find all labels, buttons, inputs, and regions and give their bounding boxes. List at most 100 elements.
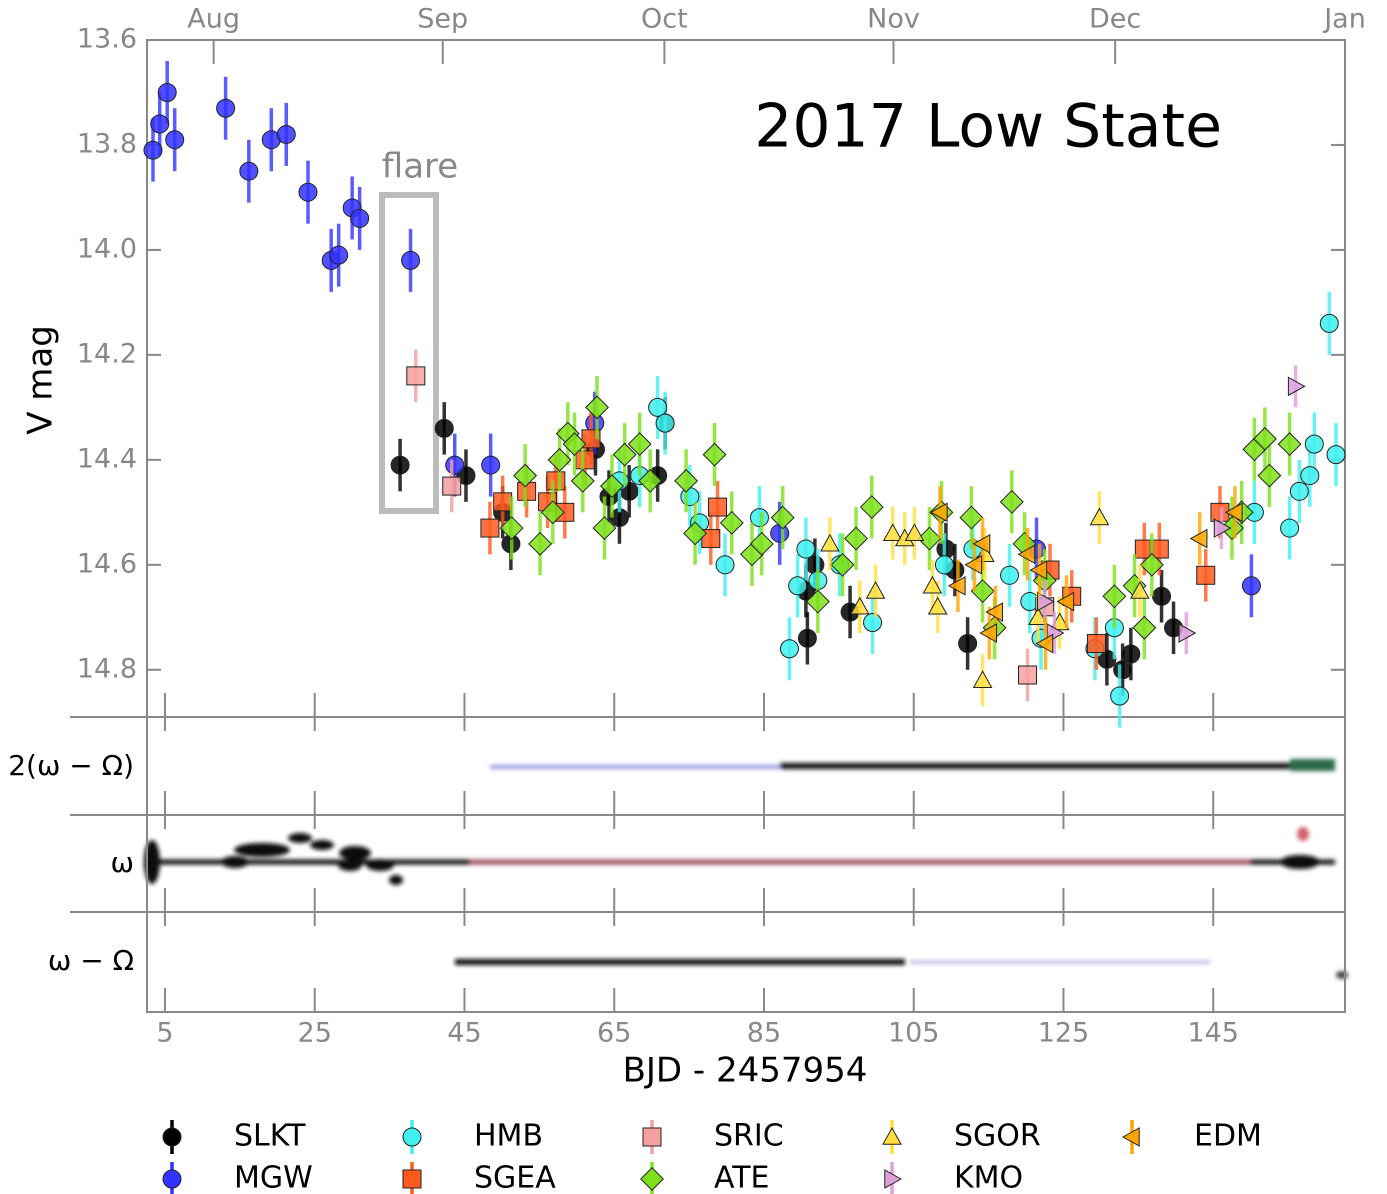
data-point: [749, 531, 774, 556]
data-point: [638, 468, 663, 493]
legend-label: EDM: [1194, 1119, 1262, 1154]
legend-label: SGOR: [954, 1119, 1041, 1154]
data-point: [1304, 434, 1324, 454]
data-point: [513, 463, 538, 488]
data-point: [276, 124, 296, 144]
data-point: [1089, 507, 1110, 526]
data-point: [1277, 432, 1302, 457]
data-point: [1113, 660, 1133, 680]
legend-marker: [402, 1127, 422, 1147]
top-tick-label: Nov: [867, 4, 920, 35]
x-tick-label: 65: [597, 1018, 631, 1049]
panel-label: ω − Ω: [48, 944, 134, 977]
data-point: [350, 208, 370, 228]
legend-marker: [642, 1127, 662, 1147]
top-tick-label: Sep: [417, 4, 468, 35]
legend-marker: [162, 1127, 182, 1147]
data-point: [585, 395, 609, 420]
data-point: [1241, 576, 1261, 596]
legend-label: SGEA: [474, 1161, 556, 1194]
x-tick-label: 125: [1038, 1018, 1090, 1049]
flare-box: [379, 192, 439, 514]
x-axis-label: BJD - 2457954: [623, 1051, 868, 1091]
data-point: [770, 523, 790, 543]
legend-label: MGW: [234, 1161, 313, 1194]
data-point: [964, 554, 983, 575]
chart-title: 2017 Low State: [754, 92, 1222, 162]
y-tick-label: 13.8: [77, 128, 137, 159]
data-point: [904, 523, 925, 542]
data-point: [683, 521, 708, 546]
data-point: [445, 455, 465, 475]
legend-marker: [402, 1169, 422, 1189]
data-point: [1178, 623, 1197, 643]
data-point: [1017, 544, 1036, 565]
data-point: [859, 495, 884, 520]
x-tick-label: 105: [888, 1018, 940, 1049]
data-point: [1213, 518, 1232, 538]
top-tick-label: Oct: [641, 4, 688, 35]
data-point: [1287, 376, 1306, 397]
data-point: [985, 602, 1004, 622]
data-point: [708, 497, 728, 517]
data-point: [1196, 565, 1216, 585]
data-point: [143, 140, 163, 160]
data-point: [929, 502, 948, 523]
data-point: [1257, 463, 1282, 488]
y-tick-label: 14.2: [77, 338, 137, 369]
data-point: [546, 471, 566, 491]
data-point: [1110, 686, 1130, 706]
data-point: [627, 432, 652, 457]
y-tick-label: 14.4: [77, 443, 137, 474]
panel-label: ω: [111, 846, 134, 879]
top-tick-label: Dec: [1089, 4, 1141, 35]
data-point: [979, 623, 998, 643]
data-point: [674, 468, 699, 493]
data-point: [849, 596, 870, 615]
data-point: [830, 552, 855, 577]
series: [820, 491, 1150, 707]
data-point: [298, 182, 318, 202]
legend-marker: [640, 1167, 664, 1191]
data-point: [934, 555, 954, 575]
legend-label: ATE: [714, 1161, 769, 1194]
annotation: flare: [382, 147, 458, 187]
data-point: [770, 505, 795, 530]
data-point: [882, 523, 903, 542]
y-tick-label: 14.6: [77, 548, 137, 579]
legend-label: SRIC: [714, 1119, 784, 1154]
data-point: [865, 581, 886, 599]
data-point: [150, 114, 170, 134]
data-point: [1152, 586, 1172, 606]
data-point: [927, 596, 948, 615]
data-point: [1102, 584, 1127, 609]
data-point: [612, 442, 637, 467]
data-point: [165, 130, 185, 150]
data-point: [216, 98, 236, 118]
x-tick-label: 85: [747, 1018, 781, 1049]
data-point: [1132, 615, 1157, 640]
y-tick-label: 13.6: [77, 24, 137, 55]
data-point: [442, 476, 462, 496]
data-point: [715, 555, 735, 575]
x-tick-label: 145: [1187, 1018, 1239, 1049]
data-point: [1028, 607, 1048, 625]
data-point: [600, 474, 624, 499]
data-point: [592, 516, 617, 541]
data-point: [719, 510, 744, 535]
data-point: [1139, 552, 1164, 577]
data-point: [972, 533, 991, 554]
data-point: [575, 450, 595, 470]
data-point: [401, 250, 421, 270]
data-point: [528, 531, 553, 556]
data-point: [1029, 560, 1048, 580]
data-point: [1056, 591, 1075, 612]
data-point: [655, 413, 675, 433]
data-point: [570, 468, 595, 493]
data-point: [1086, 634, 1106, 654]
data-point: [1280, 518, 1300, 538]
data-point: [702, 442, 727, 467]
data-point: [922, 575, 943, 594]
top-tick-label: Aug: [187, 4, 240, 35]
